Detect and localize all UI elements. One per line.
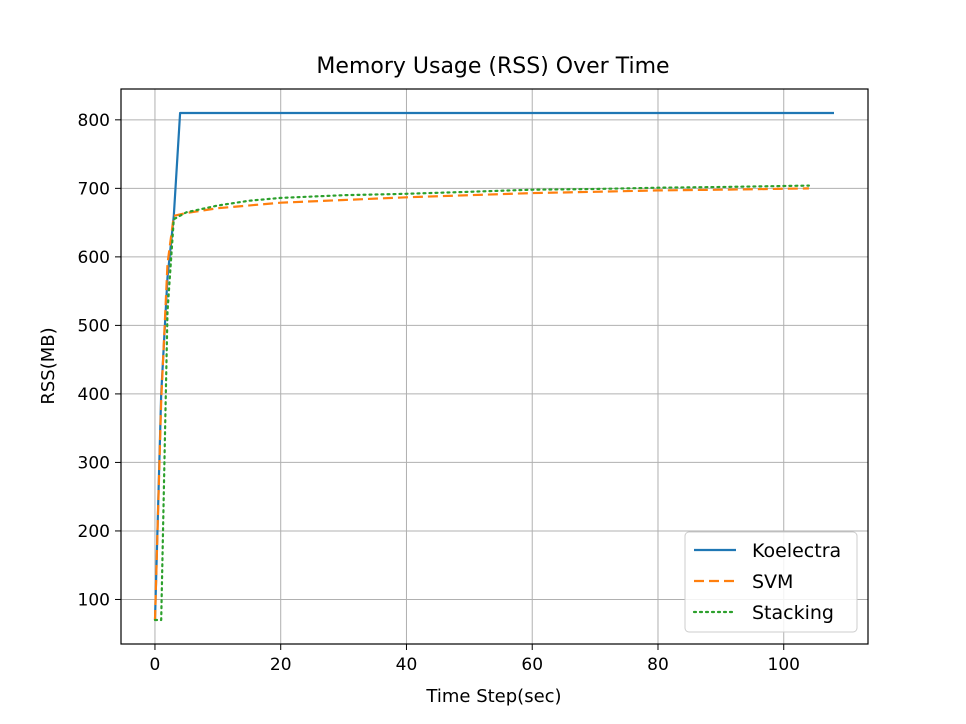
legend-label: Stacking: [752, 602, 834, 624]
x-tick-label: 40: [396, 655, 418, 675]
x-tick-label: 80: [647, 655, 669, 675]
x-tick-label: 20: [270, 655, 292, 675]
chart-title: Memory Usage (RSS) Over Time: [316, 54, 669, 79]
y-tick-label: 200: [78, 522, 110, 542]
y-tick-label: 300: [78, 453, 110, 473]
y-tick-label: 400: [78, 385, 110, 405]
y-tick-label: 500: [78, 316, 110, 336]
x-tick-label: 0: [150, 655, 161, 675]
x-axis-ticks: 0 20 40 60 80 100: [150, 644, 800, 675]
legend-label: Koelectra: [752, 540, 841, 562]
legend-box: [684, 531, 858, 633]
x-tick-label: 100: [768, 655, 800, 675]
plot-frame: [120, 88, 869, 645]
series-layer: [153, 111, 834, 622]
x-axis-title: Time Step(sec): [425, 686, 561, 707]
series-line-stacking: [153, 184, 811, 622]
y-tick-label: 100: [78, 590, 110, 610]
y-tick-label: 800: [78, 111, 110, 131]
legend: Koelectra SVM Stacking: [684, 531, 858, 633]
grid: [121, 89, 868, 644]
series-line-svm: [153, 187, 809, 621]
y-tick-label: 700: [78, 179, 110, 199]
x-tick-label: 60: [521, 655, 543, 675]
y-axis-ticks: 100 200 300 400 500 600 700 800: [78, 111, 121, 610]
y-axis-title: RSS(MB): [38, 327, 59, 404]
legend-label: SVM: [752, 571, 793, 593]
y-tick-label: 600: [78, 248, 110, 268]
